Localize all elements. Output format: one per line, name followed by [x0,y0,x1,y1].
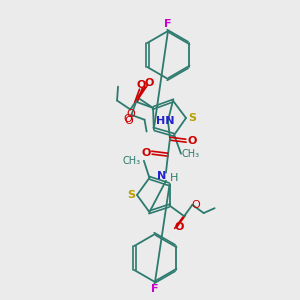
Text: O: O [126,110,135,119]
Text: H: H [170,173,178,183]
Text: CH₃: CH₃ [123,156,141,166]
Text: O: O [191,200,200,210]
Text: O: O [124,116,133,127]
Text: S: S [188,113,196,123]
Text: O: O [123,114,132,124]
Text: N: N [157,171,167,181]
Text: S: S [127,190,135,200]
Text: O: O [141,148,151,158]
Text: HN: HN [156,116,174,126]
Text: F: F [164,19,172,29]
Text: CH₃: CH₃ [182,149,200,159]
Text: O: O [187,136,196,146]
Text: O: O [144,78,154,88]
Text: O: O [136,80,146,90]
Text: F: F [151,284,159,294]
Text: O: O [174,223,184,232]
